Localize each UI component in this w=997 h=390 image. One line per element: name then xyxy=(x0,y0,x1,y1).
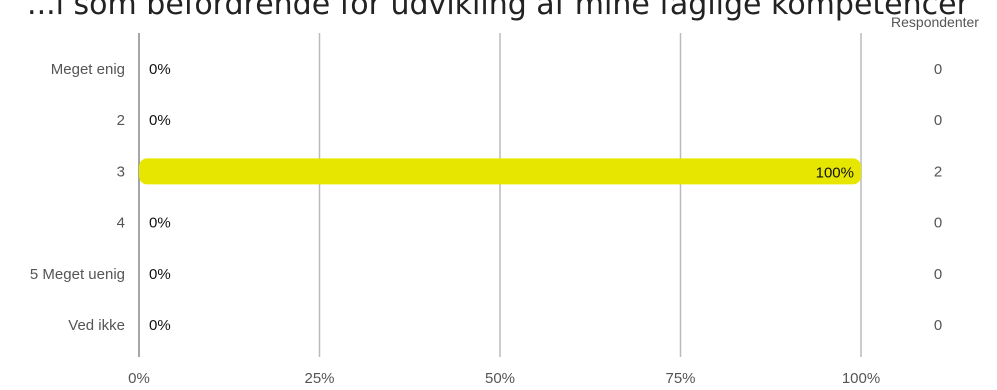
respondent-count: 0 xyxy=(934,61,942,78)
category-label: 3 xyxy=(117,163,125,180)
x-tick-label: 75% xyxy=(665,370,695,387)
value-label: 0% xyxy=(149,266,171,283)
category-label: Meget enig xyxy=(51,61,125,78)
category-label: 5 Meget uenig xyxy=(30,266,125,283)
chart-title: ...i som befordrende for udvikling af mi… xyxy=(27,0,970,22)
x-tick-label: 25% xyxy=(304,370,334,387)
value-label: 0% xyxy=(149,112,171,129)
x-tick-label: 0% xyxy=(128,370,150,387)
respondent-count: 0 xyxy=(934,215,942,232)
respondent-count: 0 xyxy=(934,112,942,129)
respondent-count: 0 xyxy=(934,317,942,334)
category-label: 2 xyxy=(117,112,125,129)
category-label: 4 xyxy=(117,215,125,232)
labels: 0% 25% 50% 75% 100% Meget enig 0% 0 2 0% 0 3 100% 2 4 0… xyxy=(30,61,942,387)
grid-lines xyxy=(138,33,862,357)
respondents-header: Respondenter xyxy=(891,14,979,30)
value-label: 0% xyxy=(149,317,171,334)
respondent-count: 0 xyxy=(934,266,942,283)
value-label: 100% xyxy=(816,164,854,181)
value-label: 0% xyxy=(149,61,171,78)
x-tick-label: 100% xyxy=(842,370,880,387)
bars xyxy=(139,158,861,185)
respondent-count: 2 xyxy=(934,163,942,180)
value-label: 0% xyxy=(149,215,171,232)
category-label: Ved ikke xyxy=(68,317,125,334)
x-tick-label: 50% xyxy=(485,370,515,387)
bar xyxy=(139,158,861,185)
